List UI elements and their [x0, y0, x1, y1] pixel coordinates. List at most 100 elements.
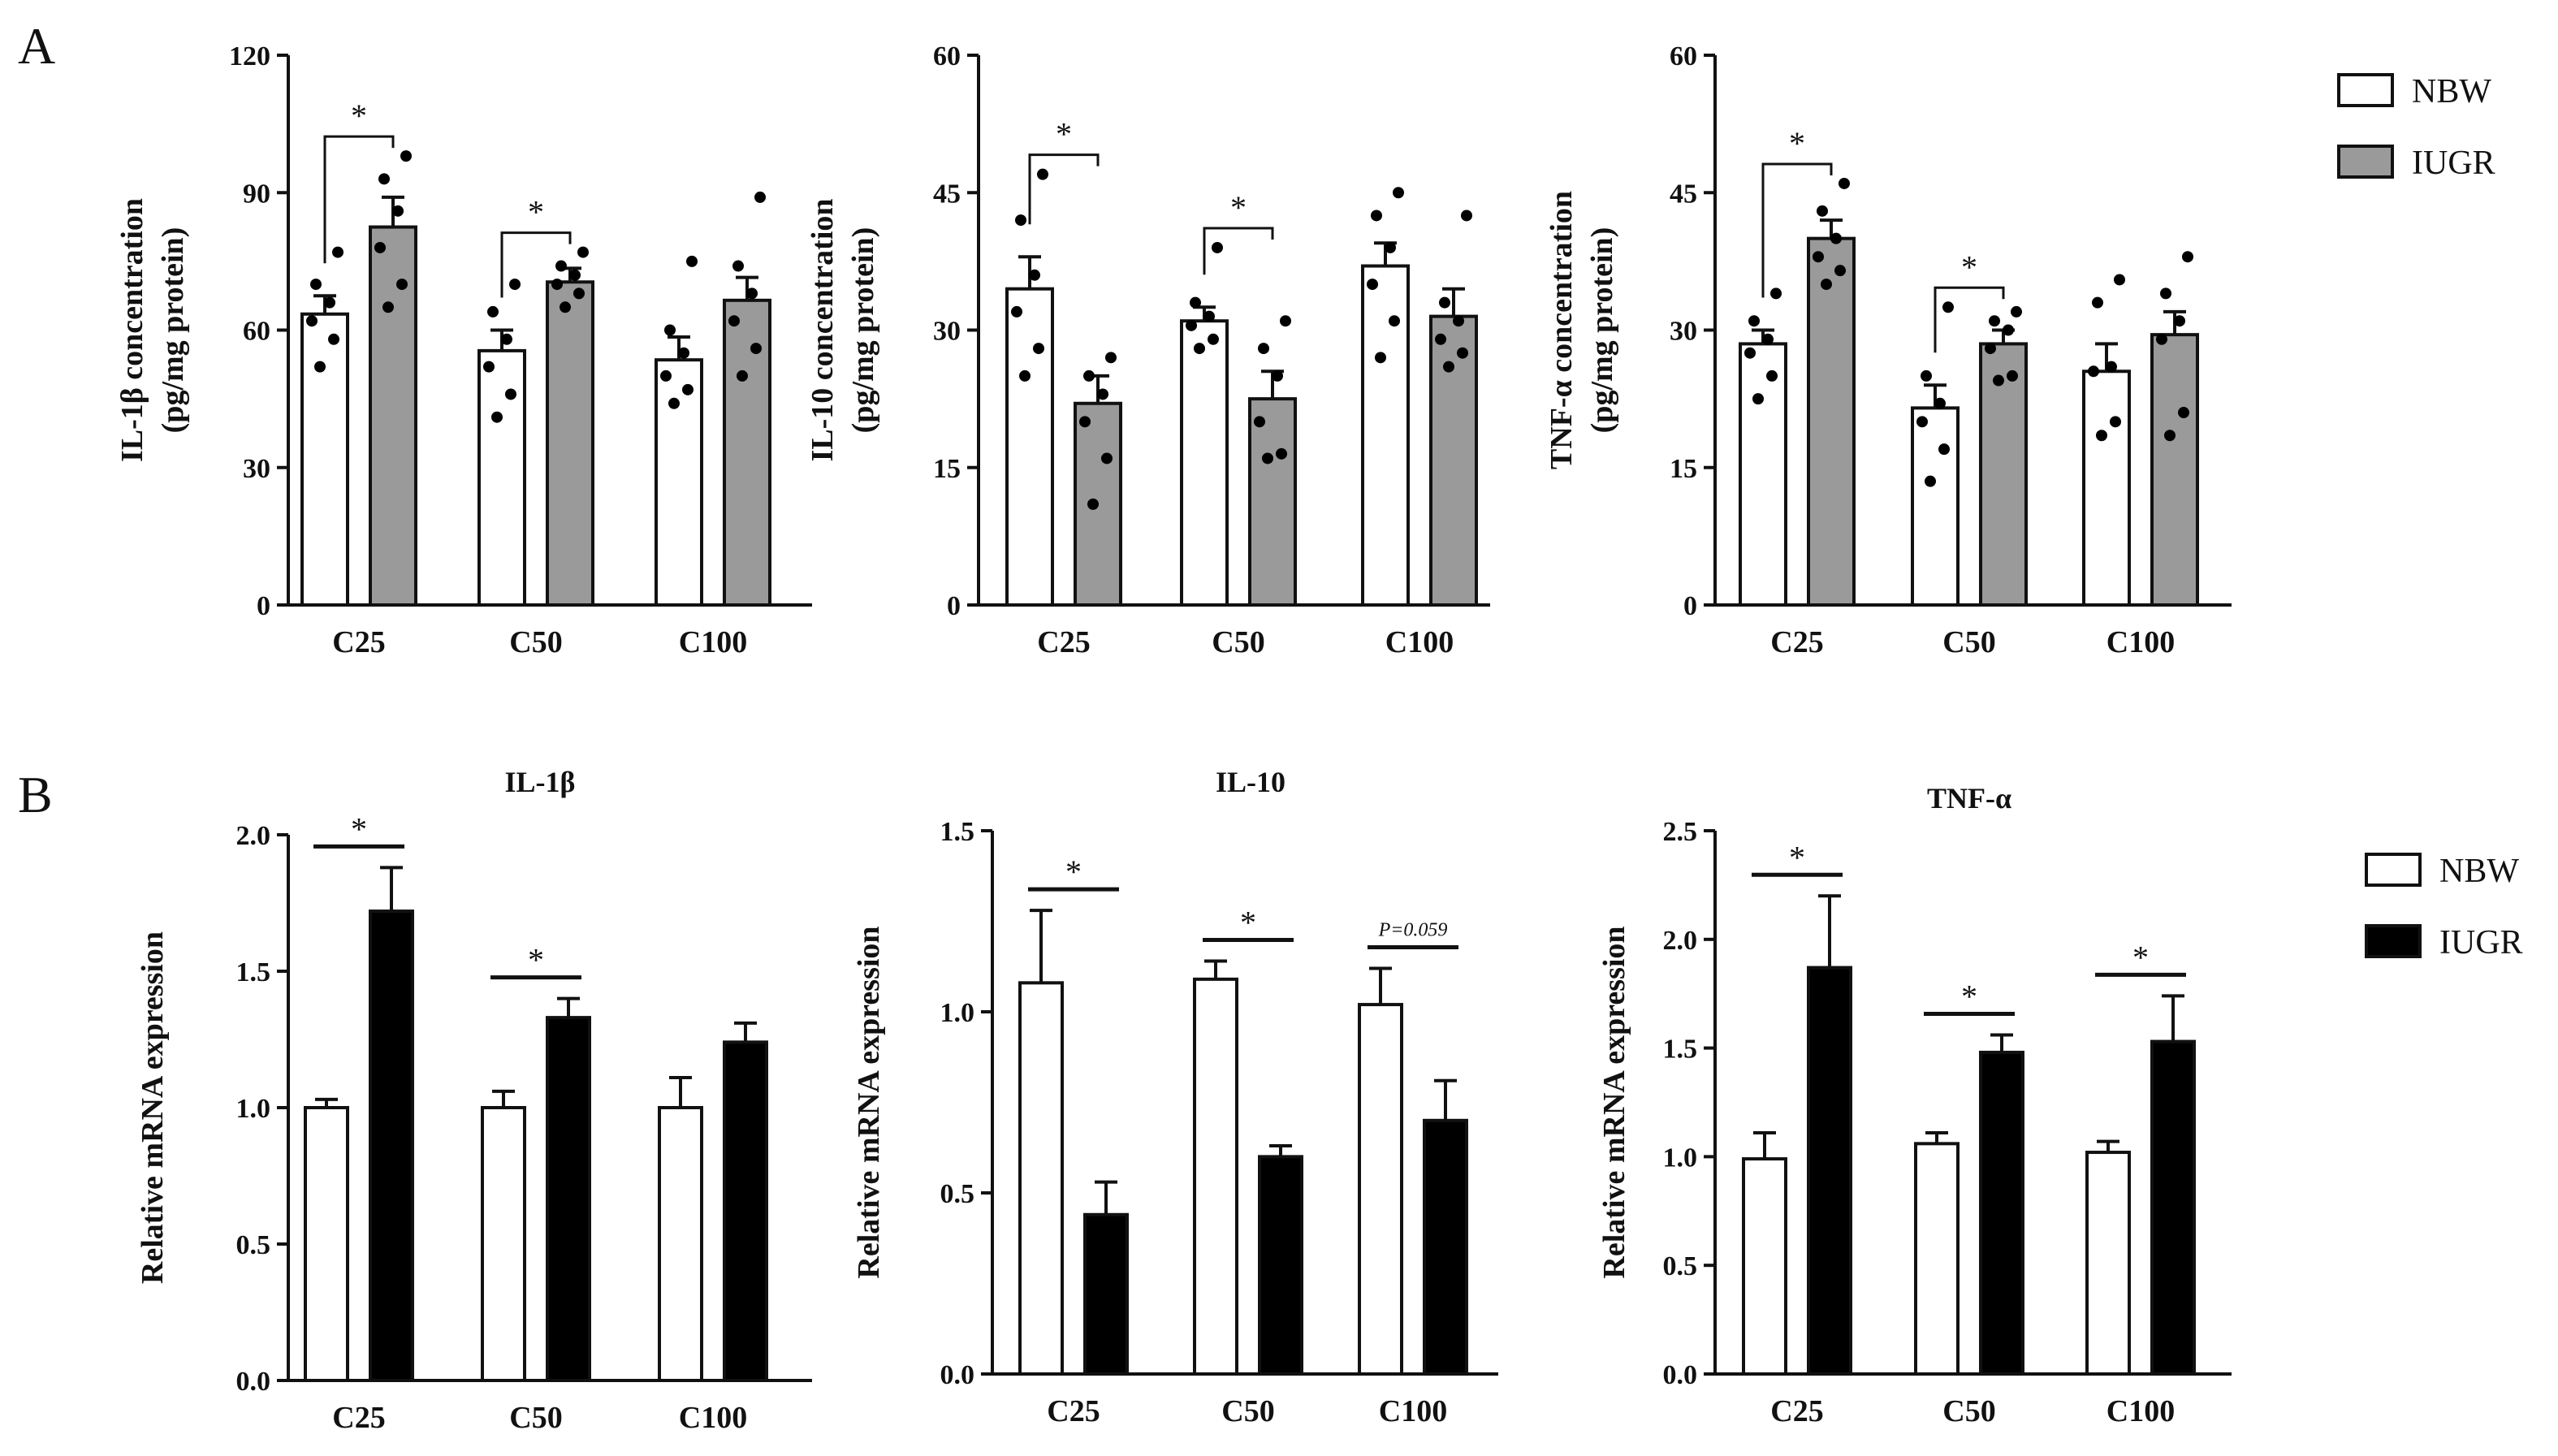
data-point	[2088, 365, 2099, 378]
significance-star: *	[1065, 853, 1082, 890]
data-point	[560, 301, 571, 313]
significance-star: *	[2132, 939, 2149, 975]
x-tick-label: C25	[332, 625, 385, 659]
y-tick-label: 30	[1670, 317, 1697, 347]
data-point	[1770, 287, 1782, 300]
x-tick-label: C100	[679, 625, 747, 659]
data-point	[750, 343, 762, 355]
data-point	[509, 279, 521, 291]
x-tick-label: C50	[1942, 1394, 1995, 1428]
y-tick-label: 0.0	[1663, 1360, 1698, 1390]
data-point	[1393, 187, 1404, 199]
data-point	[1938, 443, 1950, 456]
data-point	[306, 315, 318, 327]
legend-b-nbw-swatch	[2365, 853, 2422, 887]
data-point	[569, 269, 581, 281]
data-point	[1371, 210, 1382, 222]
data-point	[314, 361, 326, 373]
legend-b: NBW IUGR	[2365, 853, 2523, 961]
y-tick-label: 30	[243, 454, 270, 484]
bar-nbw-c100	[1358, 1003, 1403, 1376]
data-point	[483, 361, 495, 373]
y-tick-label: 1.5	[940, 817, 975, 847]
bar-iugr-c25	[1807, 236, 1856, 607]
significance-bracket	[1934, 286, 2005, 353]
data-point	[737, 369, 748, 382]
p-value-label: P=0.059	[1378, 919, 1448, 940]
y-axis-label: IL-1β concentration	[115, 198, 149, 462]
legend-b-iugr-label: IUGR	[2439, 924, 2523, 961]
data-point	[2156, 333, 2167, 345]
legend-a-iugr-swatch	[2337, 145, 2394, 179]
data-point	[555, 260, 567, 272]
significance-bracket	[1203, 227, 1274, 275]
data-point	[1105, 352, 1117, 364]
data-point	[2178, 407, 2189, 419]
chart-il10-mrna: 0.0 0.5 1.0 1.5 Relative mRNA expression IL-1…	[852, 766, 1498, 1428]
data-point	[1186, 319, 1197, 331]
x-tick-label: C25	[1037, 625, 1090, 659]
data-point	[573, 287, 585, 300]
data-point	[1839, 177, 1850, 189]
bar-iugr-c25	[1083, 1212, 1129, 1376]
chart-tnfa-mrna: 0.0 0.5 1.0 1.5 2.0 2.5 Relative mRNA expressi…	[1597, 782, 2232, 1428]
data-point	[396, 279, 408, 291]
bar-iugr-c50	[546, 1016, 591, 1382]
y-tick-label: 2.0	[236, 821, 271, 851]
bar-iugr-c100	[723, 1040, 768, 1382]
data-point	[491, 411, 503, 423]
panel-label-a: A	[18, 17, 55, 75]
bar-nbw-c100	[655, 358, 703, 607]
data-point	[1276, 447, 1287, 460]
data-point	[400, 150, 412, 162]
data-point	[2110, 416, 2121, 428]
data-point	[551, 279, 563, 291]
data-point	[1015, 214, 1026, 227]
y-tick-label: 1.0	[940, 998, 975, 1028]
bar-iugr-c100	[2150, 1039, 2196, 1376]
significance-bracket	[500, 231, 572, 298]
y-tick-label: 30	[933, 317, 961, 347]
legend-a-nbw-label: NBW	[2412, 73, 2491, 110]
data-point	[505, 388, 516, 400]
y-tick-label: 0	[257, 591, 270, 621]
data-point	[1817, 205, 1828, 217]
chart-il1b-concentration: 0 30 60 90 120 IL-1β concentration (pg/mg prot…	[115, 41, 812, 659]
significance-bracket	[1028, 153, 1100, 225]
chart-il10-concentration: 0 15 30 45 60 IL-10 concentration (pg/mg prote…	[806, 41, 1490, 659]
y-tick-label: 0.0	[236, 1367, 271, 1397]
x-tick-label: C50	[509, 1401, 562, 1435]
data-point	[2092, 296, 2103, 309]
data-point	[1011, 305, 1022, 318]
bar-nbw-c25	[1005, 287, 1054, 607]
data-point	[2106, 361, 2117, 373]
x-tick-label: C50	[1942, 625, 1995, 659]
data-point	[1272, 369, 1283, 382]
y-axis-label: Relative mRNA expression	[136, 931, 170, 1284]
data-point	[1254, 416, 1265, 428]
y-axis-label: Relative mRNA expression	[852, 926, 886, 1278]
x-tick-label: C25	[1770, 625, 1823, 659]
data-point	[378, 173, 390, 185]
legend-b-nbw-label: NBW	[2439, 853, 2519, 890]
bar-nbw-c50	[477, 348, 526, 607]
data-point	[1079, 416, 1091, 428]
y-tick-label: 60	[243, 317, 270, 347]
bar-nbw-c25	[300, 312, 349, 607]
legend-a: NBW IUGR	[2337, 73, 2495, 182]
chart-il1b-mrna: 0.0 0.5 1.0 1.5 2.0 Relative mRNA expression I…	[136, 766, 812, 1435]
data-point	[382, 301, 394, 313]
data-point	[660, 369, 672, 382]
data-point	[2164, 430, 2176, 442]
data-point	[1443, 361, 1454, 373]
data-point	[1212, 241, 1223, 253]
x-tick-label: C100	[1379, 1394, 1447, 1428]
data-point	[1262, 452, 1273, 464]
data-point	[682, 383, 694, 395]
data-point	[754, 191, 766, 203]
data-point	[2114, 274, 2125, 286]
data-point	[1744, 347, 1756, 359]
x-tick-label: C50	[1212, 625, 1264, 659]
bar-iugr-c100	[723, 298, 771, 607]
